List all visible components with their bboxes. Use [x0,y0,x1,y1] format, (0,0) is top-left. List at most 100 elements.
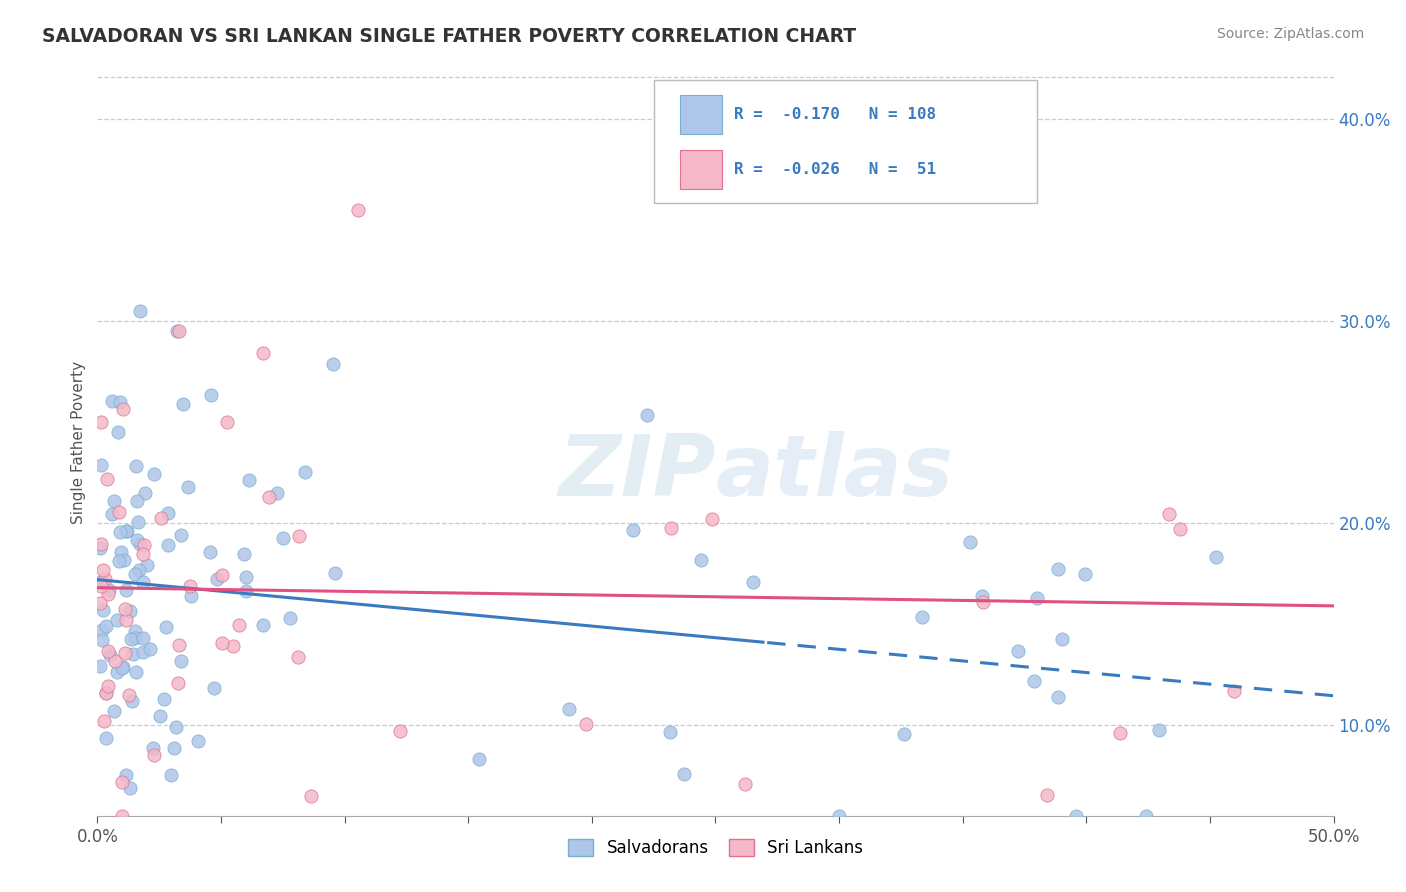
Point [911,609,934,624]
Point [170,528,193,542]
Point [828,809,851,823]
Point [972,595,994,609]
Point [91,574,114,589]
Point [115,768,138,782]
Point [468,752,491,766]
Point [252,345,274,359]
Point [228,618,250,632]
Point [115,524,138,539]
Point [114,524,136,538]
Point [91,603,114,617]
Point [170,654,193,668]
Point [180,590,202,604]
Point [1074,566,1097,581]
Point [90,458,112,473]
Point [105,613,128,627]
Text: R =  -0.026   N =  51: R = -0.026 N = 51 [734,162,936,178]
Point [129,304,152,318]
Point [959,535,981,549]
Point [115,583,138,598]
Point [97,583,120,598]
Point [222,639,245,653]
Point [97,679,120,693]
Point [97,587,120,601]
Point [108,554,131,568]
Point [104,654,127,668]
Point [132,538,155,552]
Point [1047,690,1070,704]
Point [157,506,180,520]
Point [287,529,309,543]
Point [673,767,696,781]
Point [110,545,132,559]
Point [125,459,148,474]
Point [167,638,190,652]
Point [574,717,596,731]
Point [120,632,142,646]
Point [1135,809,1157,823]
Point [322,357,344,371]
Point [108,394,131,409]
Point [238,473,260,487]
Point [235,584,257,599]
Point [1022,674,1045,689]
Point [94,731,117,745]
Point [135,558,157,572]
Point [1035,788,1057,802]
Point [1147,723,1170,737]
Point [179,579,201,593]
Point [257,491,280,505]
Point [96,685,118,699]
Point [177,480,200,494]
Point [690,552,713,566]
Point [1064,809,1087,823]
Point [142,741,165,756]
Text: ZIP: ZIP [558,431,716,514]
Text: R =  -0.170   N = 108: R = -0.170 N = 108 [734,107,936,121]
Point [121,694,143,708]
Point [125,665,148,680]
Point [166,324,188,338]
Point [160,768,183,782]
Point [187,733,209,747]
Text: atlas: atlas [716,431,953,514]
Point [205,572,228,586]
Point [124,631,146,645]
Point [114,646,136,660]
Point [105,665,128,680]
Point [125,533,148,547]
Point [94,572,117,586]
Point [741,575,763,590]
Point [132,645,155,659]
Point [143,467,166,481]
Point [323,566,346,581]
Point [112,553,135,567]
Legend: Salvadorans, Sri Lankans: Salvadorans, Sri Lankans [561,832,869,863]
Point [235,570,257,584]
Point [200,388,222,402]
Point [202,681,225,696]
Point [101,393,124,408]
Point [110,661,132,675]
Point [211,636,233,650]
Point [89,659,111,673]
Point [271,531,294,545]
Point [96,472,118,486]
Point [111,809,134,823]
Point [211,568,233,582]
Point [621,523,644,537]
Point [148,709,170,723]
Point [150,510,173,524]
FancyBboxPatch shape [679,95,721,134]
Point [734,776,756,790]
Point [700,512,723,526]
Point [266,486,288,500]
Point [107,425,129,439]
Point [198,545,221,559]
Point [127,515,149,529]
Point [100,507,122,521]
Point [215,415,238,429]
Point [115,614,138,628]
Point [287,650,309,665]
Point [124,624,146,639]
